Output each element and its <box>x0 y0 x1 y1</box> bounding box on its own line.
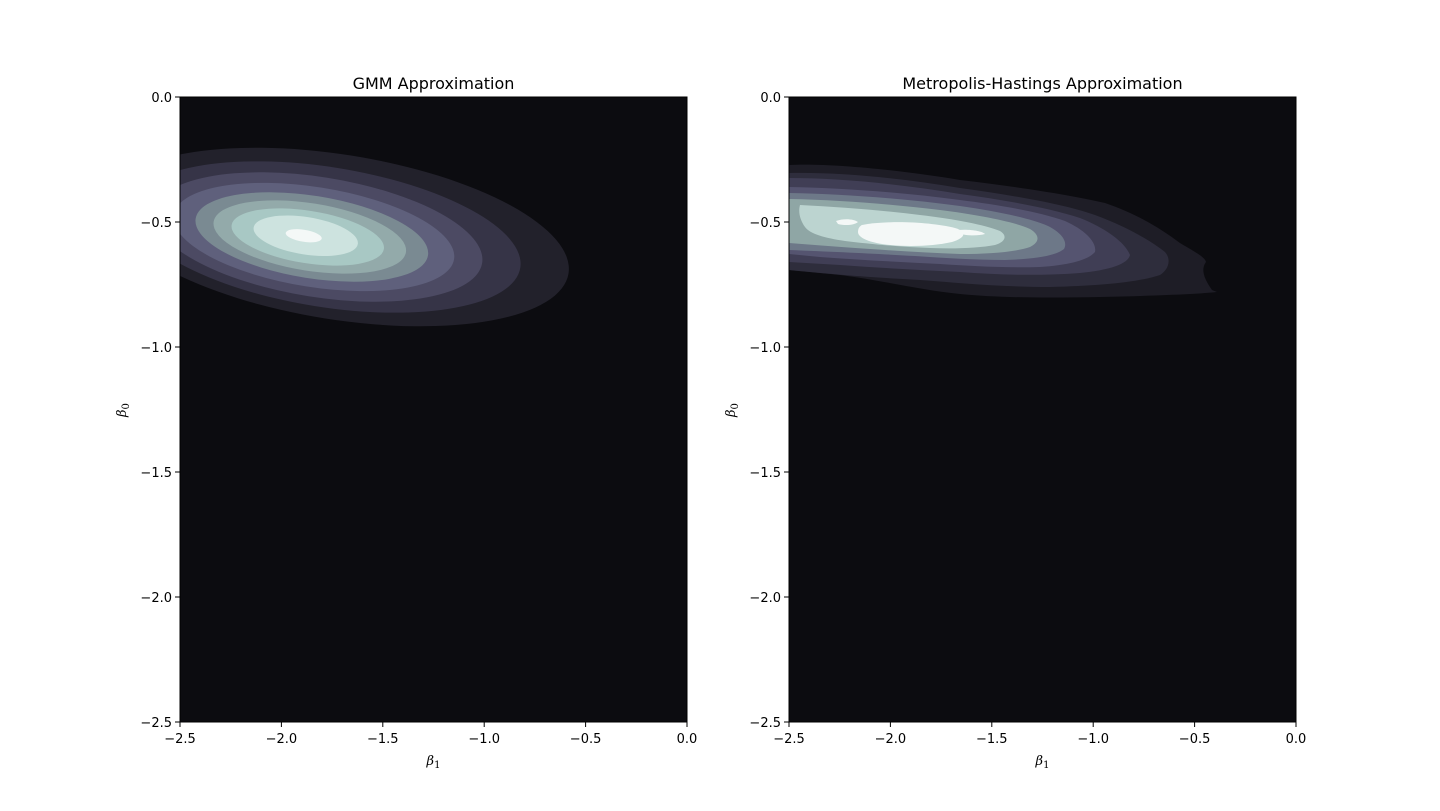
gmm-axes-frame <box>179 96 688 723</box>
mh-x-tick-label: −2.0 <box>875 732 907 747</box>
gmm-x-tick-label: −0.5 <box>570 732 602 747</box>
gmm-y-tick-label: −1.5 <box>140 466 172 481</box>
mh-y-tick-label: −2.0 <box>749 591 781 606</box>
mh-x-axis: −2.5 −2.0 −1.5 −1.0 −0.5 0.0 <box>773 722 1306 747</box>
mh-contour-level-8-blob-c <box>958 229 985 236</box>
mh-x-axis-label: β1 <box>1035 754 1050 771</box>
mh-title: Metropolis-Hastings Approximation <box>902 74 1182 93</box>
gmm-title: GMM Approximation <box>353 74 515 93</box>
gmm-x-tick-label: 0.0 <box>677 732 698 747</box>
gmm-y-tick-label: −2.5 <box>140 716 172 731</box>
mh-y-tick-label: −1.0 <box>749 341 781 356</box>
mh-axes-frame <box>788 96 1297 723</box>
gmm-y-tick-label: 0.0 <box>151 91 172 106</box>
gmm-x-axis: −2.5 −2.0 −1.5 −1.0 −0.5 0.0 <box>164 722 697 747</box>
gmm-x-tick-label: −2.0 <box>266 732 298 747</box>
gmm-y-axis-label: β0 <box>115 403 132 418</box>
mh-contour-level-8-blob-a <box>858 222 964 246</box>
gmm-x-tick-label: −1.5 <box>367 732 399 747</box>
mh-x-tick-label: −1.0 <box>1077 732 1109 747</box>
gmm-x-axis-label: β1 <box>426 754 441 771</box>
mh-y-axis: 0.0 −0.5 −1.0 −1.5 −2.0 −2.5 <box>749 91 789 731</box>
gmm-y-tick-label: −2.0 <box>140 591 172 606</box>
mh-x-tick-label: −0.5 <box>1179 732 1211 747</box>
mh-x-tick-label: −2.5 <box>773 732 805 747</box>
mh-y-tick-label: −1.5 <box>749 466 781 481</box>
mh-y-tick-label: 0.0 <box>760 91 781 106</box>
mh-y-axis-label: β0 <box>724 403 741 418</box>
gmm-y-axis: 0.0 −0.5 −1.0 −1.5 −2.0 −2.5 <box>140 91 180 731</box>
gmm-x-tick-label: −1.0 <box>468 732 500 747</box>
mh-y-tick-label: −0.5 <box>749 216 781 231</box>
gmm-contour-levels <box>180 147 569 327</box>
gmm-panel: GMM Approximation −2.5 −2.0 −1.5 −1.0 −0.5 0.… <box>115 74 697 771</box>
mh-y-tick-label: −2.5 <box>749 716 781 731</box>
mh-x-tick-label: 0.0 <box>1286 732 1307 747</box>
mh-x-tick-label: −1.5 <box>976 732 1008 747</box>
gmm-x-tick-label: −2.5 <box>164 732 196 747</box>
mh-panel: Metropolis-Hastings Approximation −2.5 −2… <box>724 74 1306 771</box>
gmm-y-tick-label: −0.5 <box>140 216 172 231</box>
gmm-contour-level-9 <box>285 229 322 243</box>
mh-contour-levels <box>789 164 1217 298</box>
gmm-y-tick-label: −1.0 <box>140 341 172 356</box>
mh-contour-level-8-blob-b <box>836 219 858 226</box>
